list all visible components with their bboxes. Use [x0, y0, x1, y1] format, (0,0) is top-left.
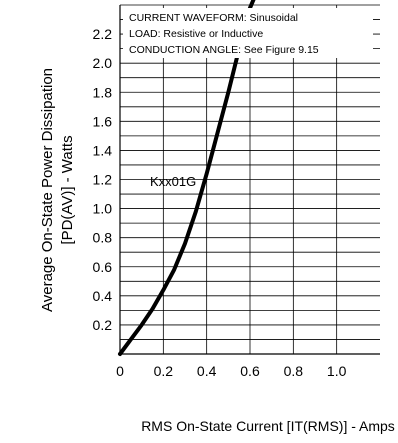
y-tick-label: 0.4	[93, 288, 113, 304]
x-tick-label: 0	[116, 363, 124, 379]
y-tick-label: 1.4	[93, 142, 113, 158]
y-tick-label: 2.2	[93, 26, 113, 42]
y-axis-label-line1: Average On-State Power Dissipation	[39, 68, 56, 312]
annotation-text: CURRENT WAVEFORM: Sinusoidal	[129, 12, 298, 24]
annotation-box	[123, 8, 373, 58]
y-tick-label: 0.8	[93, 230, 113, 246]
x-tick-label: 0.6	[240, 363, 260, 379]
annotation-text: CONDUCTION ANGLE: See Figure 9.15	[129, 44, 319, 56]
y-tick-label: 0.2	[93, 317, 113, 333]
annotations: CURRENT WAVEFORM: Sinusoidal LOAD: Resist…	[123, 8, 373, 58]
y-tick-label: 1.2	[93, 172, 113, 188]
x-tick-label: 0.4	[197, 363, 217, 379]
y-axis-label-line2: [PD(AV)] - Watts	[59, 135, 76, 244]
series-label: Kxx01G	[150, 174, 196, 189]
y-tick-label: 2.0	[93, 55, 113, 71]
y-tick-label: 1.8	[93, 84, 113, 100]
x-tick-label: 0.8	[284, 363, 304, 379]
axis-labels: RMS On-State Current [IT(RMS)] - Amps Ave…	[39, 68, 395, 434]
x-tick-label: 0.2	[154, 363, 174, 379]
annotation-text: LOAD: Resistive or Inductive	[129, 28, 263, 40]
x-axis-label: RMS On-State Current [IT(RMS)] - Amps	[141, 418, 395, 434]
x-tick-label: 1.0	[327, 363, 347, 379]
y-tick-label: 1.0	[93, 201, 113, 217]
axes: 0.2 0.4 0.6 0.8 1.0 1.2 1.4 1.6 1.8 2.0 2.2 0 0.2 0.4…	[93, 5, 380, 379]
y-tick-label: 1.6	[93, 113, 113, 129]
y-tick-label: 0.6	[93, 259, 113, 275]
